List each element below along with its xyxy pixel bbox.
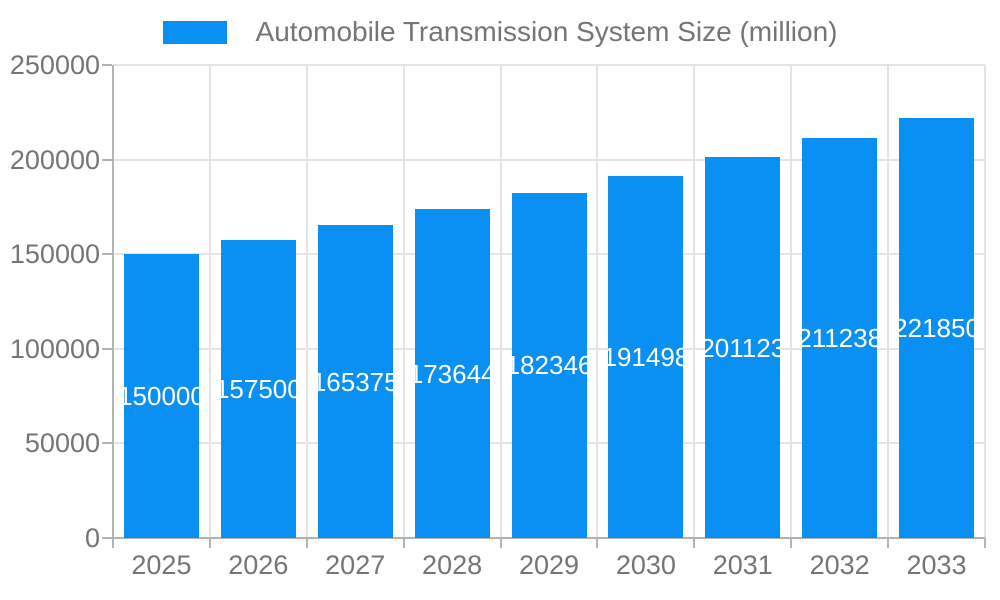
bar-value-label: 221850 xyxy=(899,313,975,344)
y-axis-tick-mark xyxy=(102,347,112,350)
bar-value-label: 157500 xyxy=(220,373,296,404)
chart-legend[interactable]: Automobile Transmission System Size (mil… xyxy=(0,16,1000,48)
y-axis-tick-label: 50000 xyxy=(24,428,100,459)
grid-line-vertical xyxy=(887,65,890,538)
x-axis-tick-label: 2030 xyxy=(615,550,676,580)
bar-value-label: 201123 xyxy=(705,332,781,363)
x-axis-tick-mark xyxy=(402,538,405,548)
grid-line-vertical xyxy=(693,65,696,538)
x-axis-tick-mark xyxy=(596,538,599,548)
y-axis-line xyxy=(112,65,114,538)
x-axis-line xyxy=(112,537,985,539)
bar[interactable]: 165375 xyxy=(317,225,393,538)
x-axis-tick-label: 2032 xyxy=(809,550,870,580)
grid-line-vertical xyxy=(984,65,986,538)
x-axis-tick-mark xyxy=(112,538,114,548)
y-axis-tick-label: 0 xyxy=(84,523,100,553)
bar[interactable]: 191498 xyxy=(608,175,684,538)
grid-line-vertical xyxy=(596,65,599,538)
x-axis-tick-label: 2031 xyxy=(712,550,773,580)
x-axis-tick-mark xyxy=(984,538,986,548)
legend-label: Automobile Transmission System Size (mil… xyxy=(255,16,838,47)
bar-value-label: 191498 xyxy=(608,341,684,372)
y-axis-tick-mark xyxy=(102,64,112,66)
bar[interactable]: 150000 xyxy=(123,254,199,538)
x-axis-tick-label: 2028 xyxy=(422,550,483,580)
grid-line-vertical xyxy=(402,65,405,538)
bar[interactable]: 201123 xyxy=(705,157,781,538)
bar[interactable]: 173644 xyxy=(414,209,490,538)
y-axis-tick-label: 250000 xyxy=(9,50,100,80)
y-axis-tick-mark xyxy=(102,442,112,445)
grid-line-vertical xyxy=(790,65,793,538)
x-axis-tick-label: 2026 xyxy=(228,550,289,580)
bar[interactable]: 211238 xyxy=(802,138,878,538)
grid-line-horizontal xyxy=(113,64,985,66)
bar-value-label: 173644 xyxy=(414,358,490,389)
y-axis-tick-label: 200000 xyxy=(9,144,100,175)
bar-value-label: 211238 xyxy=(802,323,878,354)
legend-swatch-icon xyxy=(162,20,227,44)
bar-value-label: 165375 xyxy=(317,366,393,397)
grid-line-vertical xyxy=(208,65,211,538)
x-axis-tick-label: 2025 xyxy=(131,550,192,580)
bar[interactable]: 182346 xyxy=(511,193,587,538)
y-axis-tick-label: 100000 xyxy=(9,333,100,364)
y-axis-tick-mark xyxy=(102,537,112,539)
bar-value-label: 182346 xyxy=(511,350,587,381)
x-axis-tick-mark xyxy=(208,538,211,548)
x-axis-tick-mark xyxy=(499,538,502,548)
bar[interactable]: 157500 xyxy=(220,240,296,538)
y-axis-tick-label: 150000 xyxy=(9,239,100,270)
x-axis-tick-mark xyxy=(887,538,890,548)
y-axis-tick-mark xyxy=(102,158,112,161)
grid-line-vertical xyxy=(499,65,502,538)
bar[interactable]: 221850 xyxy=(899,118,975,538)
x-axis-tick-mark xyxy=(790,538,793,548)
y-axis-tick-mark xyxy=(102,253,112,256)
x-axis-tick-label: 2033 xyxy=(906,550,967,580)
x-axis-tick-label: 2029 xyxy=(518,550,580,580)
x-axis-tick-label: 2027 xyxy=(325,550,386,580)
grid-line-horizontal xyxy=(113,158,985,161)
plot-area: 0 50000 100000 150000 200000 250000 150000 2025… xyxy=(10,52,986,579)
x-axis-tick-mark xyxy=(305,538,308,548)
x-axis-tick-mark xyxy=(693,538,696,548)
grid-line-vertical xyxy=(305,65,308,538)
bar-value-label: 150000 xyxy=(123,381,199,412)
